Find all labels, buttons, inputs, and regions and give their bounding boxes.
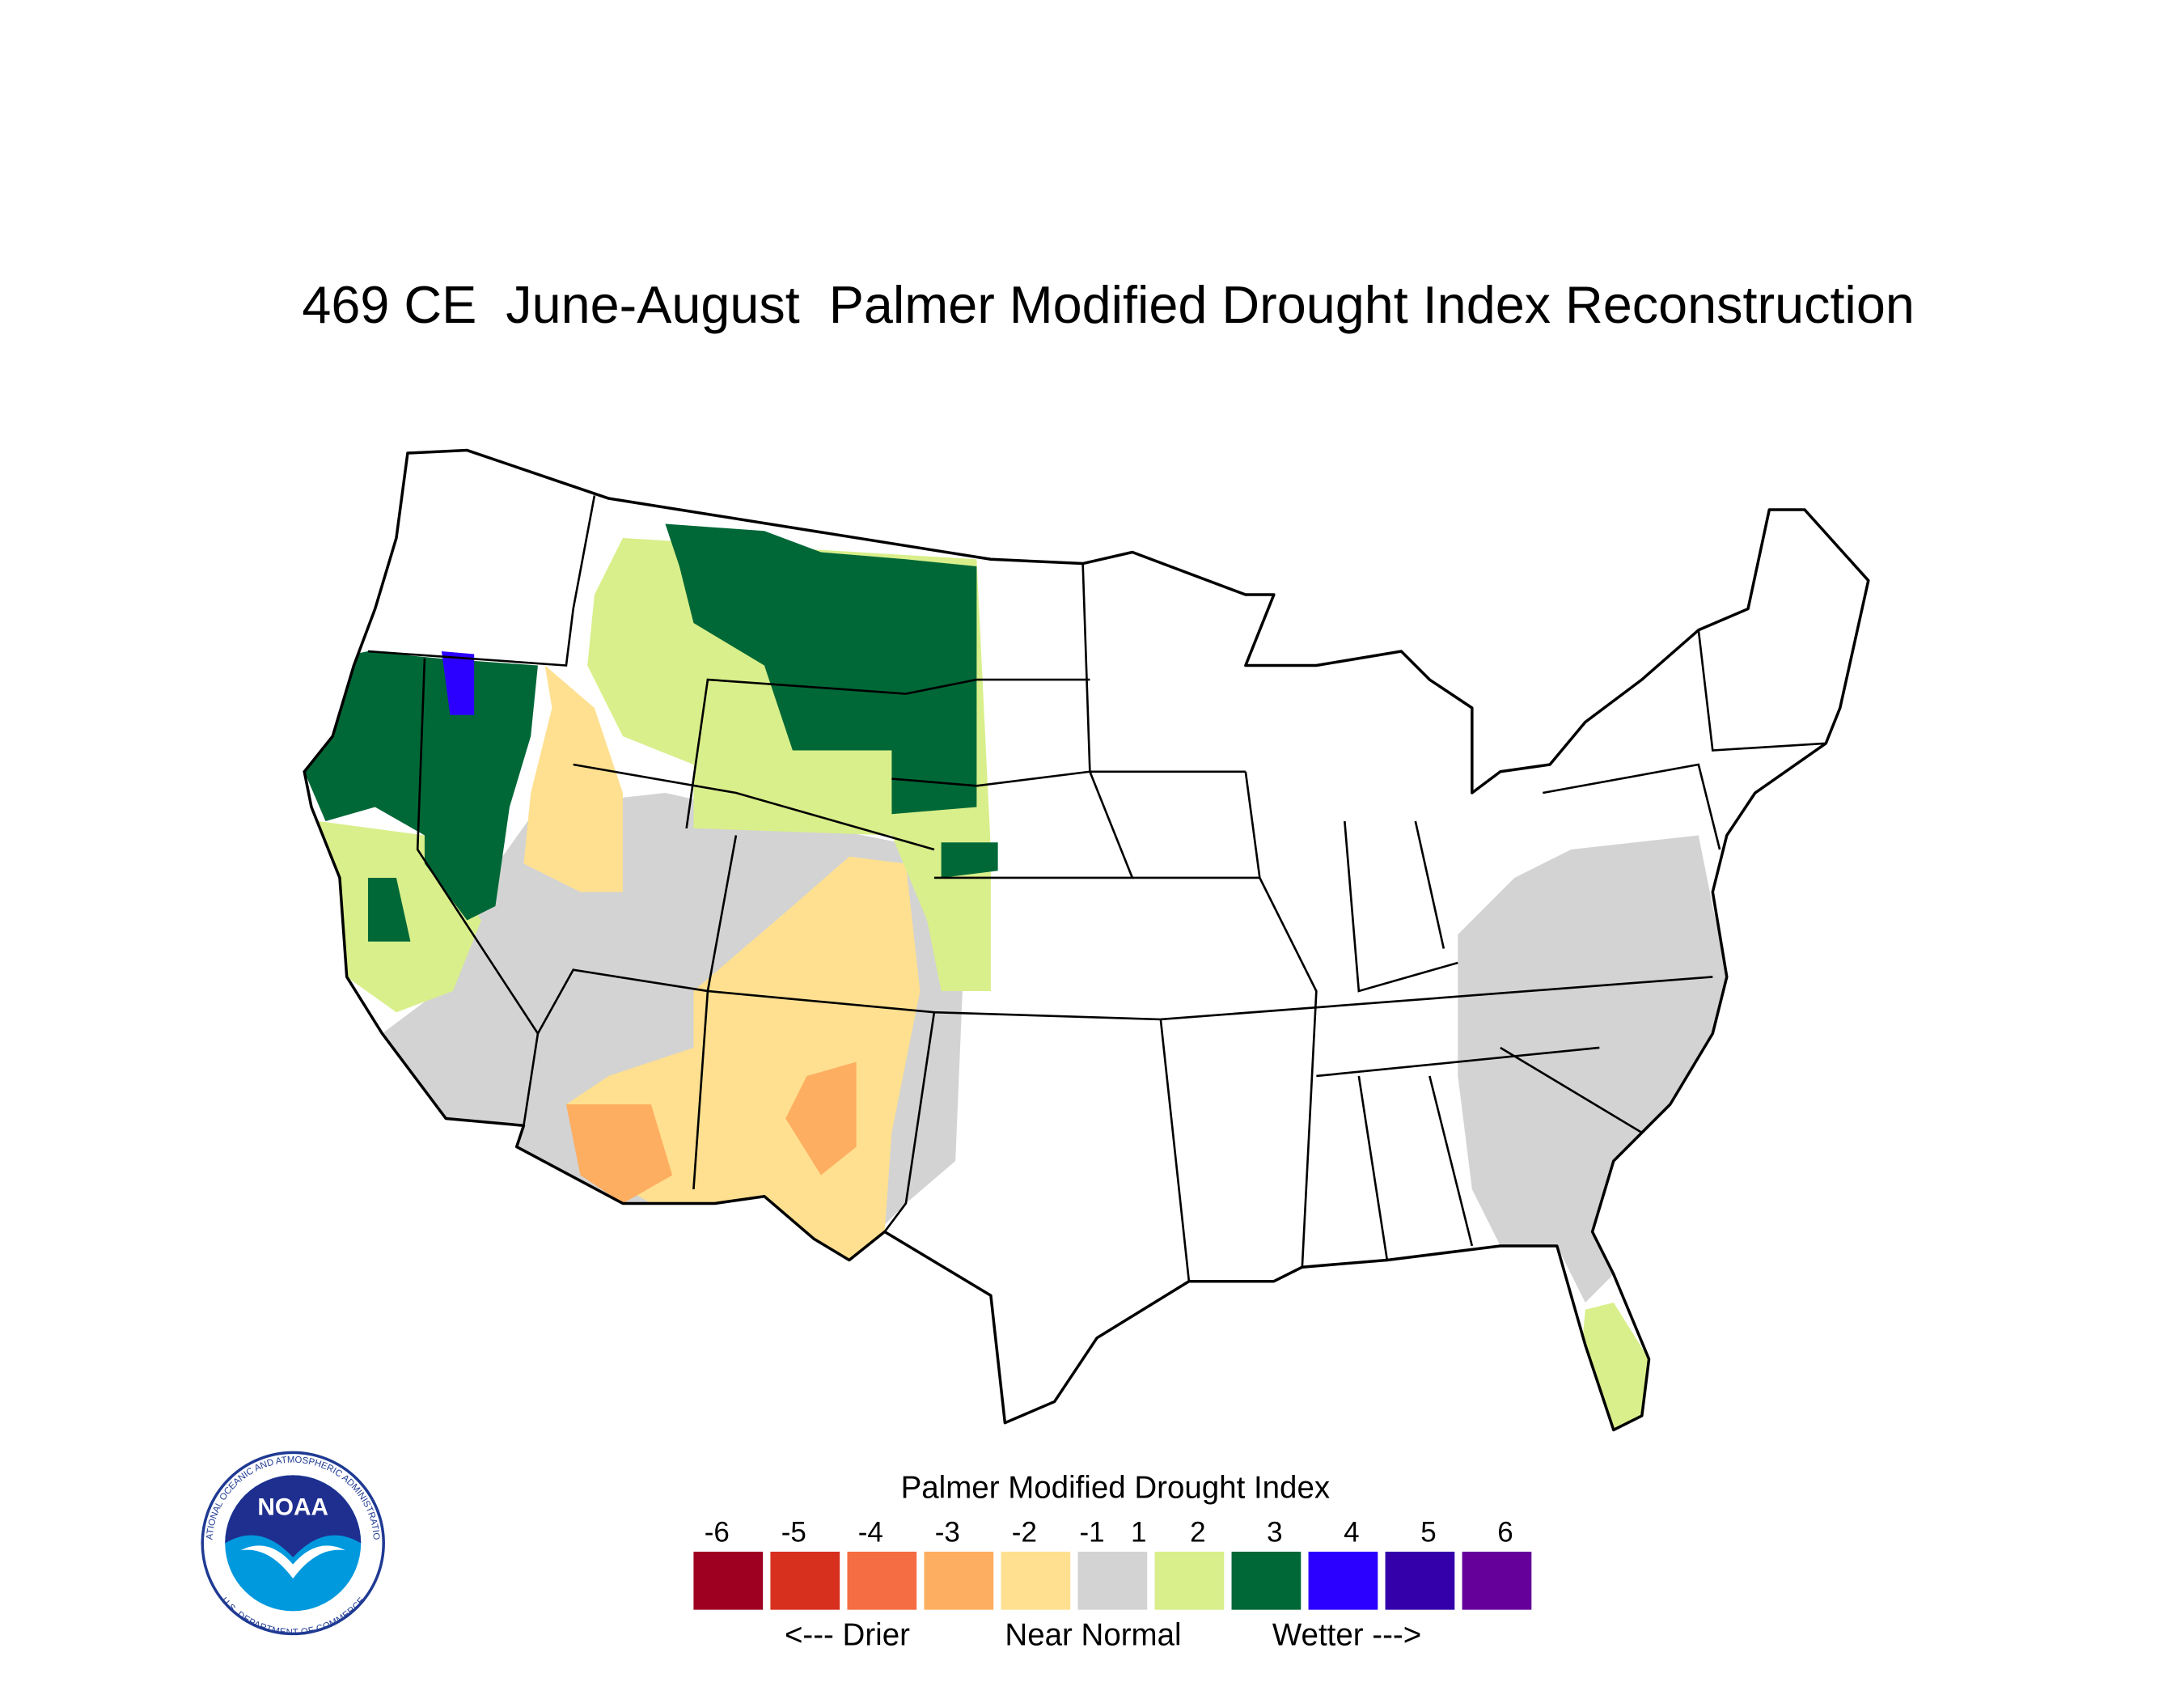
legend-swatch: [1154, 1551, 1225, 1610]
legend-label: Near Normal: [1005, 1617, 1181, 1652]
legend-tick-label: 6: [1497, 1517, 1513, 1549]
logo-sky: [225, 1475, 362, 1557]
legend-swatch: [1308, 1551, 1378, 1610]
region-wet: [304, 651, 538, 921]
region-near-normal: [1458, 835, 1727, 1303]
legend-swatch: [1077, 1551, 1148, 1610]
legend-title: Palmer Modified Drought Index: [901, 1470, 1331, 1505]
legend-tick-label: -2: [1012, 1517, 1037, 1549]
legend: Palmer Modified Drought Index -6 -5 -4 -3 -2…: [693, 1470, 1532, 1652]
map-title: 469 CE June-August Palmer Modified Droug…: [302, 275, 1914, 334]
region-very-wet: [441, 651, 475, 715]
legend-tick-label: 5: [1420, 1517, 1436, 1549]
legend-swatch: [1462, 1551, 1532, 1610]
legend-tick-label: -5: [781, 1517, 806, 1549]
legend-label: <--- Drier: [785, 1617, 910, 1652]
legend-tick-label: 2: [1190, 1517, 1205, 1549]
legend-tick-label: -1: [1079, 1517, 1104, 1549]
legend-swatch: [770, 1551, 840, 1610]
logo-gull: [240, 1545, 345, 1579]
region-dry: [565, 1104, 673, 1204]
legend-tick-label: 4: [1344, 1517, 1359, 1549]
region-wet: [665, 523, 977, 815]
map: [303, 448, 1870, 1432]
legend-swatch: [1231, 1551, 1302, 1610]
region-moderately-dry: [523, 665, 623, 892]
legend-tick-label: -6: [705, 1517, 730, 1549]
legend-swatch: [693, 1551, 764, 1610]
state-borders: [367, 495, 1826, 1282]
legend-label: Wetter --->: [1272, 1617, 1421, 1652]
legend-tick-label: -3: [935, 1517, 960, 1549]
legend-swatch: [1001, 1551, 1071, 1610]
legend-tick-label: -4: [858, 1517, 883, 1549]
legend-swatch: [847, 1551, 917, 1610]
logo-name: NOAA: [257, 1494, 328, 1520]
legend-swatch: [1385, 1551, 1455, 1610]
region-wet: [941, 842, 998, 878]
legend-tick-label: 3: [1267, 1517, 1282, 1549]
legend-swatch: [924, 1551, 994, 1610]
pmdi-field: [304, 523, 1727, 1430]
region-moderately-wet: [1578, 1302, 1649, 1430]
legend-tick-label: 1: [1131, 1517, 1146, 1549]
